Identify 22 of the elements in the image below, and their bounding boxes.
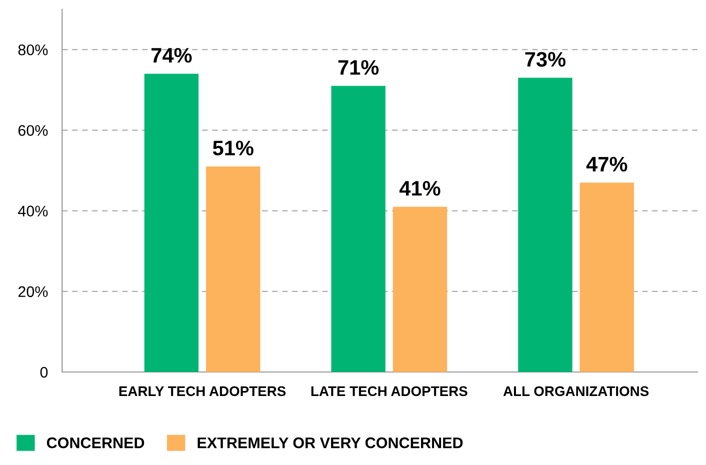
bar [331,86,386,372]
data-label: 74% [152,48,192,63]
y-tick-label: 20% [18,286,48,298]
y-tick-label: 60% [18,125,48,136]
data-label: 47% [586,156,628,172]
y-tick-label: 0 [40,366,48,378]
y-tick-label: 40% [18,206,48,216]
data-label: 73% [525,52,566,67]
bar [392,206,448,372]
x-tick-label: LATE TECH ADOPTERS [311,386,468,396]
data-label: 51% [212,140,254,156]
x-tick-label: EARLY TECH ADOPTERS [119,386,286,396]
x-tick-label: ALL ORGANIZATIONS [503,386,649,396]
bar [518,78,572,372]
legend-label: CONCERNED [46,437,144,448]
data-label: 41% [399,181,440,196]
legend-label: EXTREMELY OR VERY CONCERNED [198,437,463,448]
bar [580,182,634,372]
y-tick-label: 80% [18,44,48,56]
bar [206,166,260,372]
data-label: 71% [338,60,379,75]
bar [144,74,199,372]
